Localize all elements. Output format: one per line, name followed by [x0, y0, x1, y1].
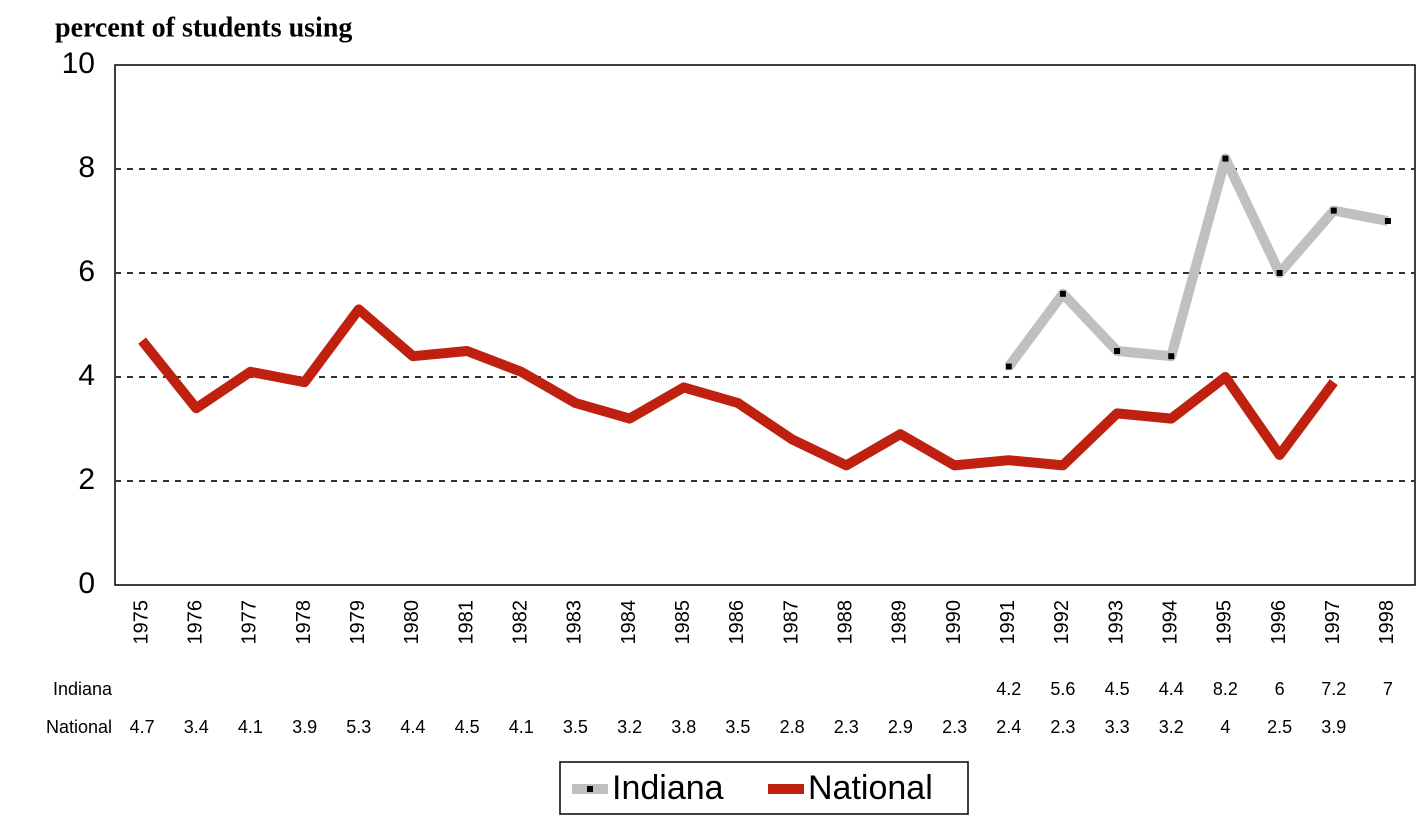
point-marker	[1114, 348, 1121, 354]
series-line	[1004, 153, 1389, 370]
plot-frame	[114, 64, 1416, 586]
table-value: 7	[1383, 679, 1393, 699]
x-tick-label: 1987	[780, 600, 802, 645]
x-tick-label: 1995	[1214, 600, 1236, 645]
table-value: 3.8	[671, 717, 696, 737]
table-value: 2.4	[996, 717, 1021, 737]
point-marker	[1059, 290, 1066, 297]
x-tick-label: 1983	[564, 600, 586, 645]
x-tick-label: 1981	[455, 600, 477, 645]
point-marker	[1276, 270, 1283, 276]
point-marker	[1168, 353, 1175, 360]
point-marker	[1005, 363, 1012, 370]
table-value: 3.2	[1159, 717, 1184, 737]
legend-label: National	[808, 769, 933, 807]
x-tick-label: 1993	[1105, 600, 1127, 645]
table-value: 4.5	[1105, 679, 1130, 699]
table-value: 4.4	[400, 717, 425, 737]
legend-label: Indiana	[612, 769, 724, 807]
table-value: 3.9	[292, 717, 317, 737]
table-value: 6	[1275, 679, 1285, 699]
point-marker	[1384, 218, 1391, 224]
table-value: 4.1	[509, 717, 534, 737]
x-tick-label: 1986	[726, 600, 748, 645]
x-tick-label: 1998	[1376, 600, 1398, 645]
table-value: 3.5	[725, 717, 750, 737]
series-line	[138, 304, 1338, 471]
x-tick-label: 1977	[239, 600, 261, 645]
table-row-label: National	[46, 717, 112, 737]
table-value: 2.3	[834, 717, 859, 737]
table-value: 3.2	[617, 717, 642, 737]
table-value: 4.4	[1159, 679, 1184, 699]
y-tick-label: 10	[62, 47, 95, 80]
x-tick-label: 1989	[889, 600, 911, 645]
y-tick-label: 0	[78, 567, 95, 600]
table-value: 4	[1220, 717, 1230, 737]
table-value: 3.4	[184, 717, 209, 737]
table-value: 4.2	[996, 679, 1021, 699]
x-tick-label: 1975	[130, 600, 152, 645]
legend-box	[559, 761, 969, 815]
table-value: 8.2	[1213, 679, 1238, 699]
y-tick-label: 4	[78, 359, 95, 392]
x-tick-label: 1991	[997, 600, 1019, 645]
point-marker	[1222, 155, 1229, 162]
x-tick-label: 1980	[401, 600, 423, 645]
table-value: 4.1	[238, 717, 263, 737]
table-value: 2.8	[780, 717, 805, 737]
x-tick-label: 1996	[1268, 600, 1290, 645]
y-axis-title: percent of students using	[55, 12, 352, 43]
x-tick-label: 1997	[1322, 600, 1344, 645]
table-value: 7.2	[1321, 679, 1346, 699]
table-row-label: Indiana	[53, 679, 113, 699]
y-tick-label: 6	[78, 255, 95, 288]
table-value: 2.5	[1267, 717, 1292, 737]
table-value: 5.6	[1050, 679, 1075, 699]
y-tick-label: 8	[78, 151, 95, 184]
x-tick-label: 1979	[347, 600, 369, 645]
x-tick-label: 1978	[293, 600, 315, 645]
x-tick-label: 1992	[1051, 600, 1073, 645]
table-value: 2.9	[888, 717, 913, 737]
x-tick-label: 1990	[943, 600, 965, 645]
point-marker	[1330, 207, 1337, 214]
table-value: 4.5	[455, 717, 480, 737]
table-value: 3.9	[1321, 717, 1346, 737]
x-tick-label: 1988	[835, 600, 857, 645]
table-value: 3.5	[563, 717, 588, 737]
legend-marker	[587, 786, 593, 792]
table-value: 5.3	[346, 717, 371, 737]
table-value: 3.3	[1105, 717, 1130, 737]
x-tick-label: 1984	[618, 600, 640, 645]
table-value: 4.7	[130, 717, 155, 737]
x-tick-label: 1985	[672, 600, 694, 645]
x-tick-label: 1976	[185, 600, 207, 645]
table-value: 2.3	[1050, 717, 1075, 737]
y-tick-label: 2	[78, 463, 95, 496]
x-tick-label: 1982	[510, 600, 532, 645]
table-value: 2.3	[942, 717, 967, 737]
x-tick-label: 1994	[1160, 600, 1182, 645]
